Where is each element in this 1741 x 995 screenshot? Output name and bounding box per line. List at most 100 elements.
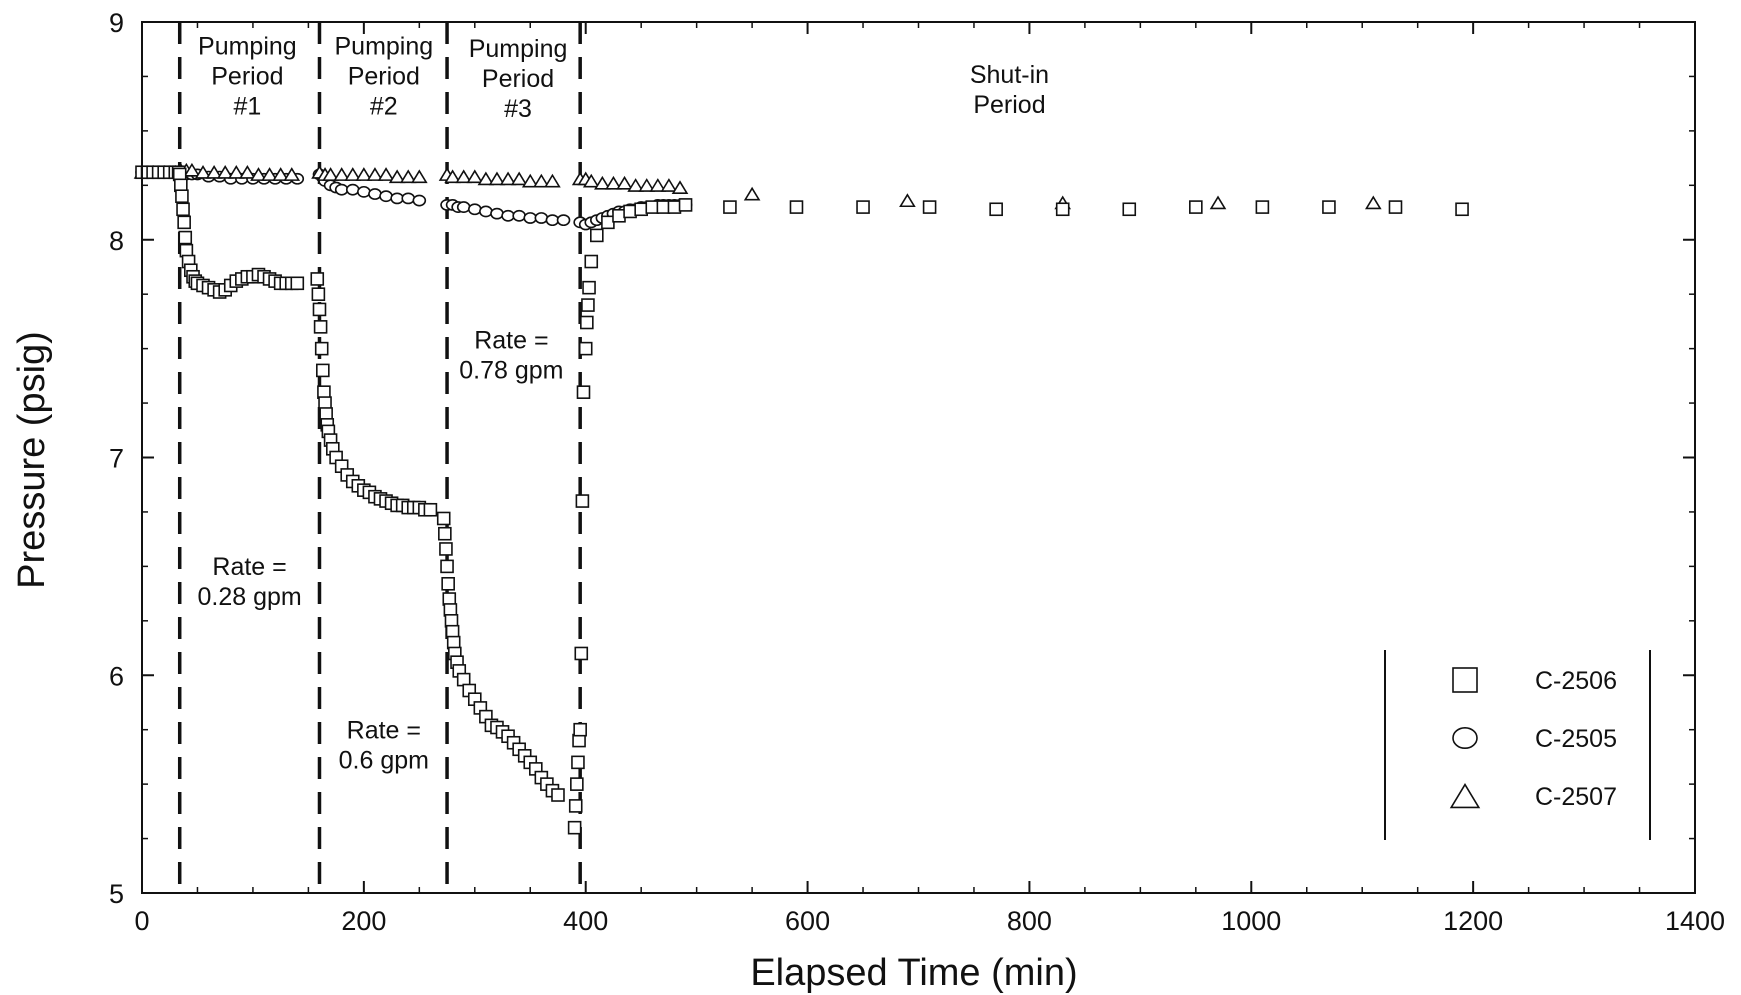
data-point-C-2506 (571, 755, 585, 770)
legend-label: C-2505 (1535, 725, 1617, 753)
y-tick-label: 9 (109, 8, 124, 38)
data-point-C-2506 (311, 287, 326, 301)
data-point-C-2507 (322, 167, 339, 181)
data-point-C-2507 (183, 162, 201, 177)
y-tick-label: 8 (109, 226, 124, 256)
data-point-C-2506 (423, 502, 438, 517)
data-point-C-2505 (545, 214, 560, 227)
axes: 0 200 400 600 800 1000 1200 1400 5 6 7 8 9 (109, 8, 1725, 936)
data-point-C-2505 (357, 185, 371, 198)
y-tick-label: 7 (109, 444, 124, 474)
annotation-line: Rate = (347, 716, 421, 744)
data-point-C-2507 (216, 165, 234, 179)
annotation-line: #2 (370, 93, 398, 121)
data-point-C-2507 (627, 178, 644, 192)
data-point-C-2506 (582, 280, 596, 295)
data-point-C-2507 (388, 169, 406, 184)
y-tick-label: 6 (109, 661, 124, 691)
data-point-C-2507 (333, 167, 350, 181)
annotation-label: Rate = 0.6 gpm (339, 716, 429, 774)
annotation-label: Pumping Period #1 (198, 33, 297, 121)
annotation-line: 0.6 gpm (339, 746, 429, 774)
annotation-label: Rate = 0.78 gpm (459, 327, 563, 385)
data-point-C-2505 (467, 203, 482, 216)
data-point-C-2506 (573, 722, 587, 737)
data-point-C-2506 (568, 799, 583, 813)
data-point-C-2506 (1322, 200, 1336, 214)
data-point-C-2506 (1255, 200, 1270, 214)
data-point-C-2505 (334, 183, 349, 196)
data-point-C-2506 (440, 559, 454, 574)
x-tick-label: 600 (785, 906, 830, 936)
data-point-C-2505 (401, 192, 416, 205)
annotation-line: Period (973, 91, 1045, 119)
legend-label: C-2506 (1535, 667, 1617, 695)
data-point-C-2506 (678, 198, 693, 212)
annotation-line: 0.28 gpm (197, 583, 301, 611)
data-point-C-2507 (899, 193, 916, 208)
x-tick-label: 400 (563, 906, 608, 936)
data-point-C-2505 (456, 201, 471, 213)
data-point-C-2505 (368, 188, 382, 200)
data-point-C-2507 (411, 169, 428, 184)
data-series (133, 162, 1469, 835)
data-point-C-2505 (390, 192, 404, 205)
data-point-C-2506 (1388, 200, 1403, 214)
data-point-C-2506 (576, 385, 591, 399)
annotation-label: Rate = 0.28 gpm (197, 553, 301, 611)
data-point-C-2505 (479, 205, 493, 218)
data-point-C-2506 (580, 315, 594, 330)
legend: C-2506 C-2505 C-2507 (1384, 650, 1651, 840)
data-point-C-2506 (438, 526, 452, 541)
data-point-C-2507 (227, 165, 245, 179)
data-point-C-2505 (501, 209, 515, 222)
data-point-C-2506 (856, 200, 870, 214)
data-point-C-2507 (605, 175, 622, 190)
y-tick-label: 5 (109, 879, 124, 909)
data-point-C-2507 (455, 169, 473, 184)
annotation-line: Period (482, 65, 554, 93)
data-point-C-2507 (671, 180, 689, 194)
data-point-C-2507 (444, 169, 461, 184)
data-point-C-2506 (578, 341, 593, 356)
data-point-C-2505 (512, 209, 526, 222)
x-tick-label: 800 (1007, 906, 1052, 936)
data-point-C-2506 (789, 200, 804, 214)
data-point-C-2505 (523, 212, 538, 224)
annotation-label: Pumping Period #2 (334, 33, 433, 121)
data-point-C-2507 (377, 167, 395, 181)
data-point-C-2506 (581, 298, 595, 312)
data-point-C-2507 (366, 167, 384, 181)
data-point-C-2506 (441, 576, 455, 591)
data-point-C-2506 (290, 276, 305, 291)
data-point-C-2507 (1364, 195, 1382, 210)
data-point-C-2506 (584, 254, 599, 269)
data-point-C-2506 (623, 204, 637, 219)
data-point-C-2507 (239, 165, 256, 179)
data-point-C-2505 (412, 194, 427, 207)
data-point-C-2507 (510, 171, 528, 186)
data-point-C-2507 (250, 167, 267, 181)
annotation-line: Pumping (334, 33, 433, 61)
data-point-C-2506 (1189, 200, 1203, 214)
annotation-line: Shut-in (970, 61, 1049, 89)
data-point-C-2506 (312, 302, 327, 317)
data-point-C-2506 (723, 200, 737, 214)
data-point-C-2505 (379, 190, 393, 203)
annotation-line: 0.78 gpm (459, 357, 563, 385)
data-point-C-2505 (490, 207, 504, 220)
data-point-C-2507 (649, 178, 667, 192)
data-point-C-2505 (534, 212, 549, 224)
data-point-C-2507 (743, 186, 761, 201)
data-point-C-2506 (1055, 202, 1070, 217)
data-point-C-2507 (488, 171, 506, 186)
annotation-line: #3 (504, 95, 532, 123)
data-point-C-2506 (313, 320, 328, 334)
legend-marker-C-2507 (1449, 783, 1481, 809)
data-point-C-2507 (344, 167, 362, 181)
data-point-C-2507 (499, 171, 517, 186)
annotation-label: Pumping Period #3 (469, 35, 568, 123)
data-point-C-2506 (316, 363, 330, 378)
x-tick-label: 0 (134, 906, 149, 936)
